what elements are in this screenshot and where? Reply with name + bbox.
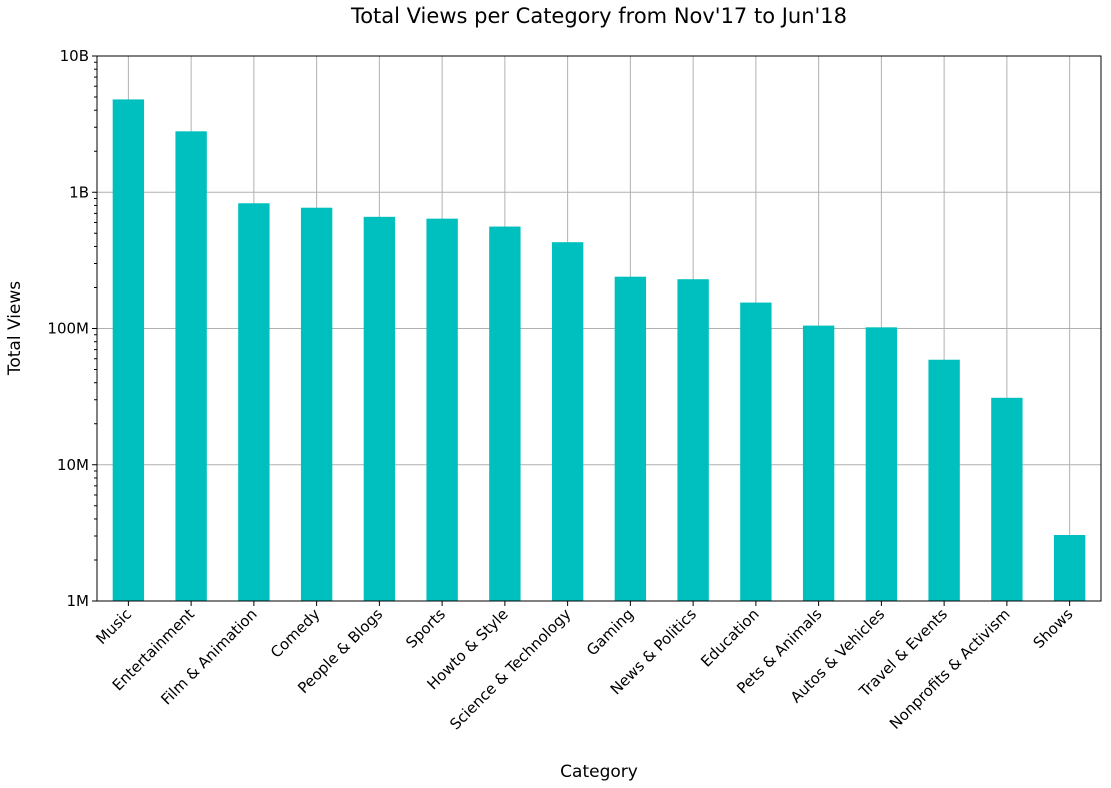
bar-film-and-animation <box>238 203 270 601</box>
x-tick-label-gaming: Gaming <box>583 605 637 659</box>
x-tick-label-comedy: Comedy <box>267 605 324 662</box>
x-tick-label-nonprofits-and-activism: Nonprofits & Activism <box>886 605 1014 733</box>
bar-howto-and-style <box>489 226 521 601</box>
bar-sports <box>426 218 458 602</box>
x-tick-label-shows: Shows <box>1030 605 1077 652</box>
bar-travel-and-events <box>928 359 960 601</box>
y-tick-label-100m: 100M <box>47 320 89 338</box>
x-tick-label-music: Music <box>92 605 135 648</box>
bar-people-and-blogs <box>363 216 396 601</box>
x-tick-label-sports: Sports <box>402 605 449 652</box>
y-tick-label-10b: 10B <box>60 47 89 65</box>
bar-news-and-politics <box>677 279 709 601</box>
bars <box>112 99 1086 602</box>
bar-autos-and-vehicles <box>865 327 898 601</box>
bar-pets-and-animals <box>802 325 835 601</box>
y-tick-label-1b: 1B <box>69 183 89 201</box>
bar-comedy <box>300 207 333 601</box>
bar-science-and-technology <box>551 242 584 601</box>
bar-shows <box>1053 535 1086 601</box>
x-tick-label-science-and-technology: Science & Technology <box>446 605 574 733</box>
bar-education <box>740 302 772 601</box>
bar-nonprofits-and-activism <box>991 397 1023 601</box>
x-tick-label-education: Education <box>697 605 763 671</box>
bar-gaming <box>614 276 647 601</box>
y-tick-label-1m: 1M <box>67 592 90 610</box>
x-axis-label: Category <box>560 762 638 782</box>
chart-title: Total Views per Category from Nov'17 to … <box>350 4 847 28</box>
y-axis-label: Total Views <box>5 281 25 376</box>
y-axis-ticks: 1M 10M 100M 1B 10B <box>47 47 97 610</box>
y-tick-label-10m: 10M <box>57 456 89 474</box>
bar-entertainment <box>175 131 207 602</box>
bar-music <box>112 99 145 601</box>
